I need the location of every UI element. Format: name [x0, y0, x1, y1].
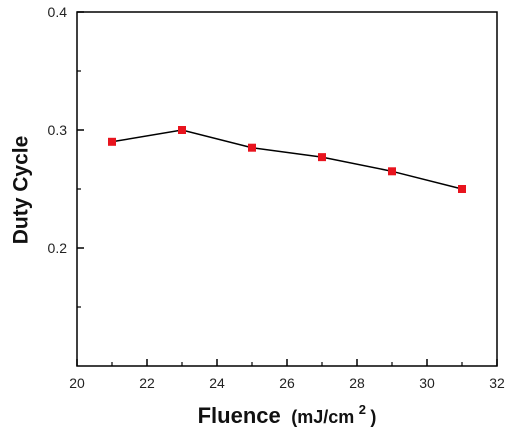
x-tick-label: 28: [349, 375, 365, 391]
x-tick-label: 30: [419, 375, 435, 391]
x-axis-ticks: 20 22 24 26 28 30 32: [69, 359, 505, 391]
x-axis-title-main: Fluence: [198, 403, 281, 428]
data-point: [178, 126, 186, 134]
x-tick-label: 32: [489, 375, 505, 391]
x-axis-title-unit-superscript: 2: [359, 402, 366, 417]
y-tick-label: 0.4: [48, 4, 68, 20]
x-axis-title-unit: (mJ/cm: [291, 407, 354, 427]
x-tick-label: 24: [209, 375, 225, 391]
data-point: [318, 153, 326, 162]
data-point: [108, 137, 116, 146]
plot-frame: [76, 11, 498, 367]
y-axis-title: Duty Cycle: [10, 136, 33, 245]
y-axis-ticks: 0.2 0.3 0.4: [48, 4, 84, 308]
y-tick-label: 0.2: [48, 240, 68, 256]
series-line: [111, 129, 463, 190]
y-tick-label: 0.3: [48, 122, 68, 138]
x-tick-label: 26: [279, 375, 295, 391]
x-tick-label: 20: [69, 375, 85, 391]
x-axis-title: Fluence (mJ/cm 2 ): [198, 401, 377, 428]
data-point: [458, 185, 466, 193]
data-point: [388, 167, 396, 176]
series-layer: [108, 126, 466, 193]
x-axis-title-unit-close: ): [370, 407, 376, 427]
data-point: [248, 143, 256, 152]
x-tick-label: 22: [139, 375, 155, 391]
